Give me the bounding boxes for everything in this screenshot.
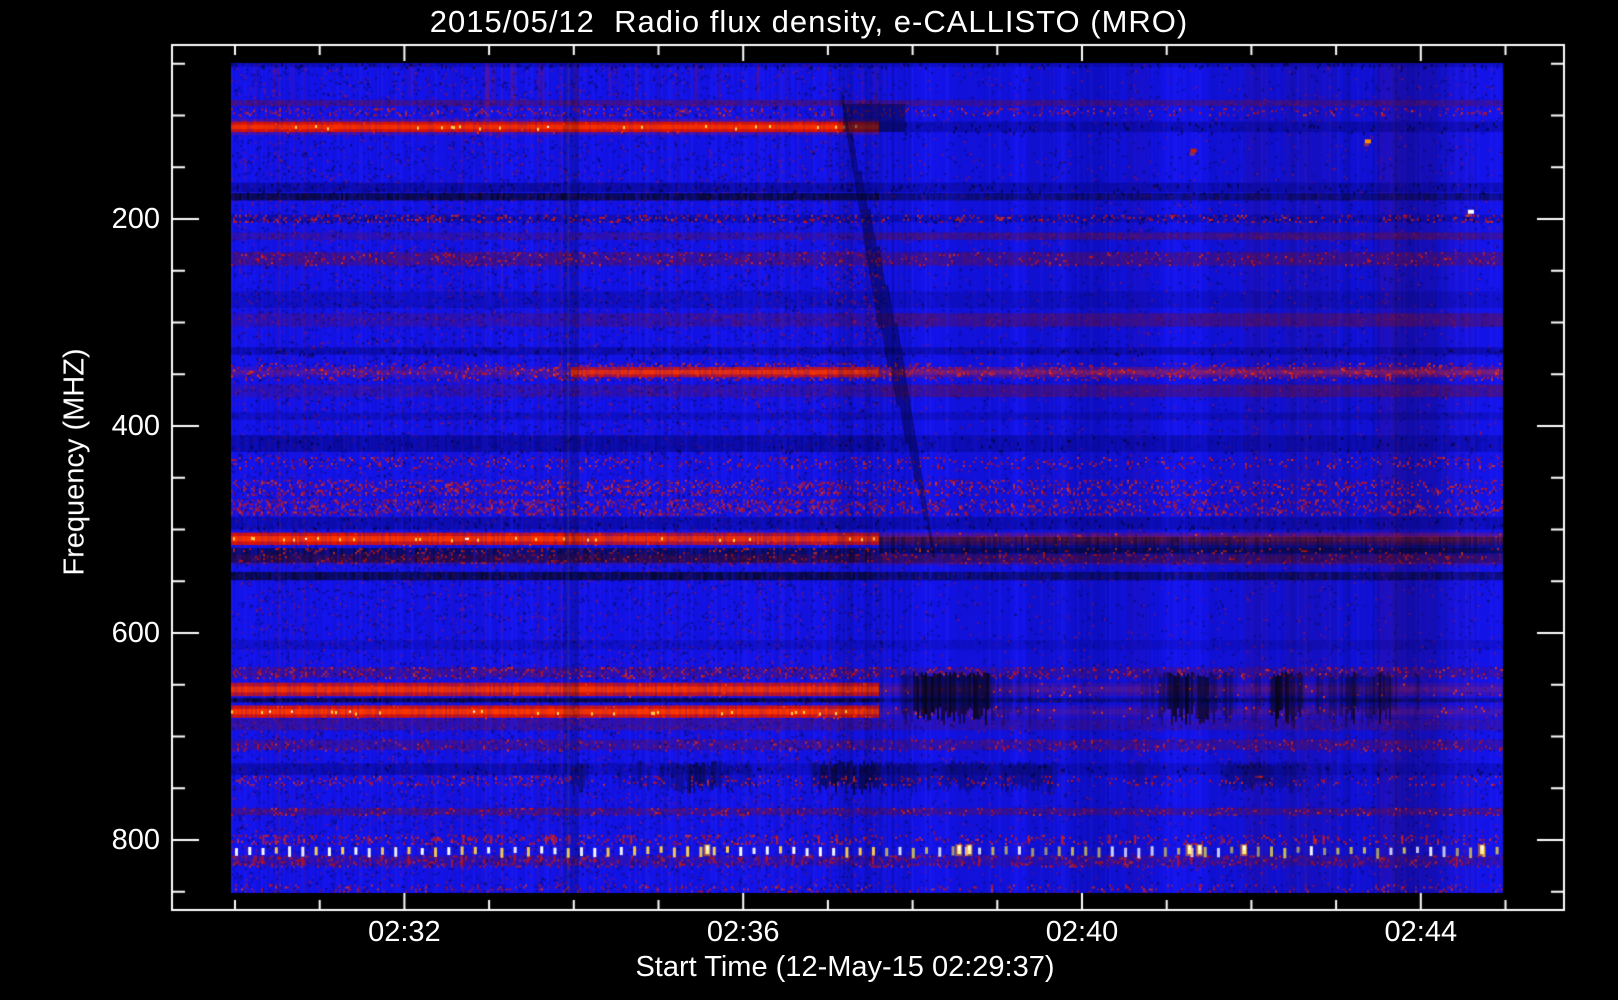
plot-title: 2015/05/12 Radio flux density, e-CALLIST… — [429, 4, 1189, 39]
y-axis-title: Frequency (MHZ) — [58, 348, 91, 576]
y-tick-label-200: 200 — [111, 203, 160, 235]
x-axis-title: Start Time (12-May-15 02:29:37) — [635, 951, 1055, 983]
x-tick-label-02-36: 02:36 — [706, 916, 780, 948]
x-tick-label-02-40: 02:40 — [1045, 916, 1119, 948]
y-tick-label-600: 600 — [111, 617, 160, 649]
x-tick-label-02-44: 02:44 — [1384, 916, 1458, 948]
x-tick-label-02-32: 02:32 — [368, 916, 441, 948]
y-tick-label-800: 800 — [111, 824, 160, 856]
y-tick-label-400: 400 — [111, 410, 160, 442]
